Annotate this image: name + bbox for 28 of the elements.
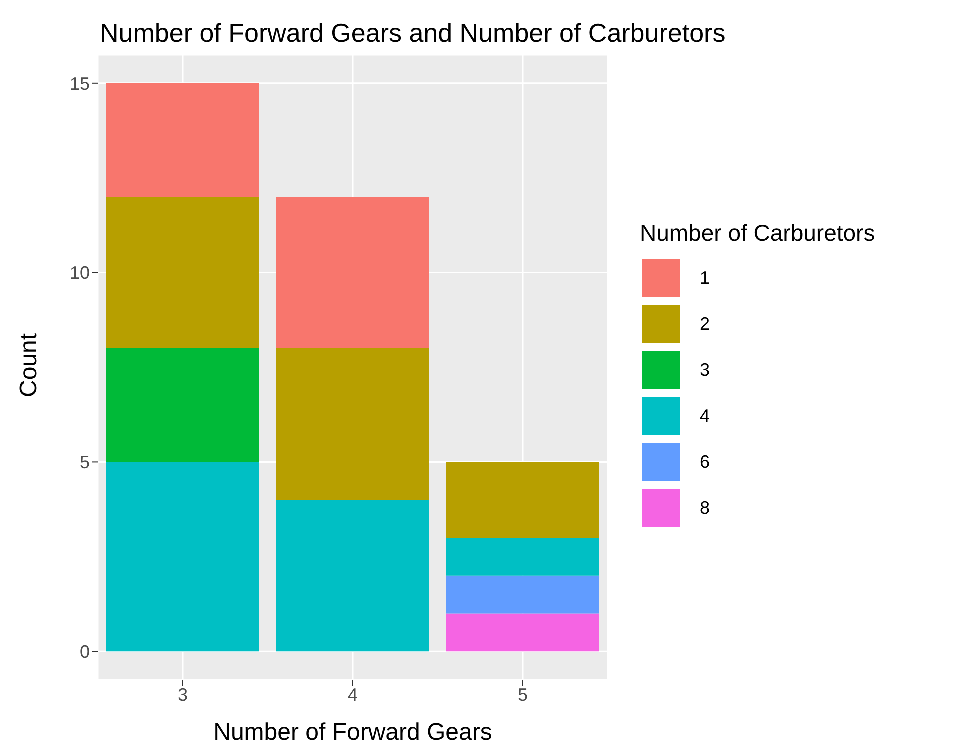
y-tick-label: 15 [70,74,90,94]
bar [106,348,260,462]
legend-label: 2 [700,314,710,334]
y-tick-label: 5 [80,452,90,473]
x-tick-label: 5 [518,684,528,705]
legend-label: 3 [700,360,710,380]
y-tick-label: 0 [80,642,90,662]
legend-label: 1 [700,268,710,288]
legend-title: Number of Carburetors [640,220,876,247]
bar [106,197,260,349]
x-tick-label: 4 [348,684,358,705]
y-axis-title: Count [16,333,43,398]
chart-title: Number of Forward Gears and Number of Carburetors [100,18,726,49]
bar [446,614,600,652]
bar [446,462,600,538]
bar [106,462,260,652]
legend-label: 6 [700,452,710,472]
legend-label: 8 [700,498,710,518]
bar [446,538,600,576]
x-axis-title: Number of Forward Gears [214,719,492,746]
x-tick-label: 3 [178,684,188,705]
legend-label: 4 [700,406,710,426]
bar [446,576,600,614]
bar [106,83,260,198]
bar [276,197,430,349]
bar [276,500,430,652]
bar [276,348,430,500]
y-tick-label: 10 [70,263,90,284]
